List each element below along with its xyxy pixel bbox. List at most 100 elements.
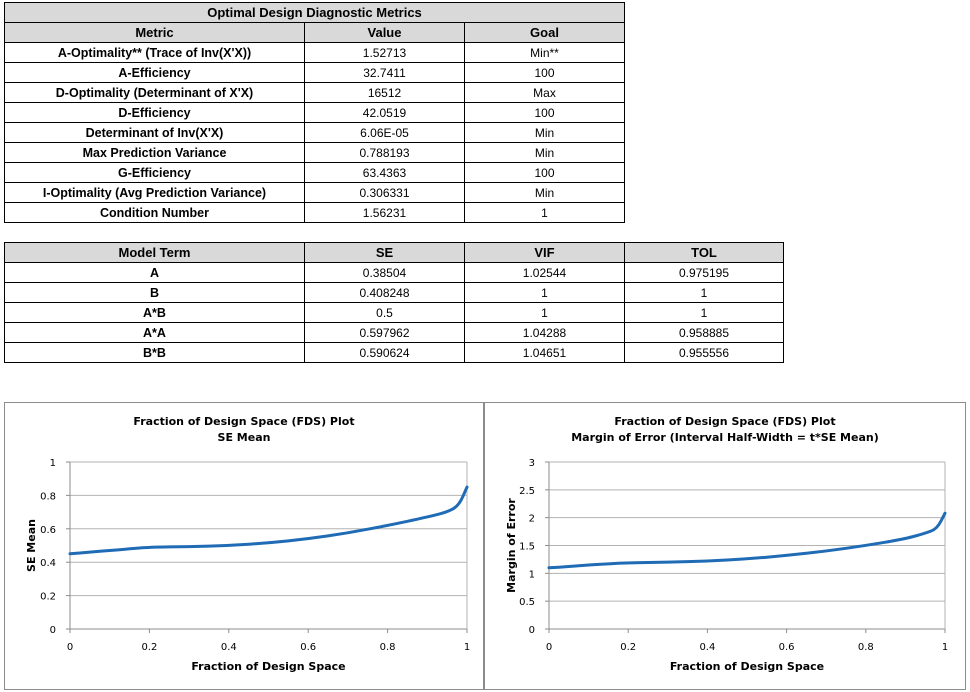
metrics-header-metric: Metric <box>4 22 305 43</box>
metric-goal-cell: 100 <box>463 162 626 183</box>
terms-row: A 0.38504 1.02544 0.975195 <box>4 262 784 283</box>
vif-cell: 1.04288 <box>464 322 625 343</box>
metrics-header-row: Metric Value Goal <box>4 22 626 43</box>
chart-subtitle: SE Mean <box>218 431 271 444</box>
vif-cell: 1.02544 <box>464 262 625 283</box>
y-tick-label: 0.2 <box>40 592 56 603</box>
x-tick-label: 0 <box>67 642 73 653</box>
x-axis-label: Fraction of Design Space <box>191 660 345 673</box>
y-axis-label: Margin of Error <box>505 498 518 593</box>
metric-goal-cell: 1 <box>463 202 626 223</box>
metric-value-cell: 1.56231 <box>304 202 465 223</box>
x-tick-label: 0.6 <box>300 642 316 653</box>
metric-name-cell: I-Optimality (Avg Prediction Variance) <box>4 182 305 203</box>
metric-value-cell: 32.7411 <box>304 62 465 83</box>
fds-se-mean-chart: Fraction of Design Space (FDS) Plot SE Me… <box>4 402 484 690</box>
metrics-row: I-Optimality (Avg Prediction Variance) 0.… <box>4 182 626 203</box>
x-tick-label: 0.8 <box>858 642 874 653</box>
metrics-header-goal: Goal <box>463 22 626 43</box>
chart-title: Fraction of Design Space (FDS) Plot <box>133 415 354 428</box>
metric-value-cell: 0.788193 <box>304 142 465 163</box>
y-tick-label: 0.6 <box>40 525 56 536</box>
y-tick-label: 2 <box>529 514 535 525</box>
y-tick-label: 2.5 <box>519 486 535 497</box>
series-line <box>68 485 469 556</box>
metric-name-cell: D-Efficiency <box>4 102 305 123</box>
metrics-table-title: Optimal Design Diagnostic Metrics <box>3 2 626 23</box>
metric-value-cell: 6.06E-05 <box>304 122 465 143</box>
y-tick-label: 0.5 <box>519 597 535 608</box>
metric-goal-cell: 100 <box>463 102 626 123</box>
fds-se-mean-plot: Fraction of Design Space (FDS) Plot SE Me… <box>25 415 470 673</box>
metric-goal-cell: Min <box>463 122 626 143</box>
se-cell: 0.597962 <box>304 322 465 343</box>
metrics-row: Determinant of Inv(X'X) 6.06E-05 Min <box>4 122 626 143</box>
metric-name-cell: Determinant of Inv(X'X) <box>4 122 305 143</box>
terms-row: B*B 0.590624 1.04651 0.955556 <box>4 342 784 363</box>
x-tick-label: 0.6 <box>779 642 795 653</box>
metrics-row: D-Optimality (Determinant of X'X) 16512 Ma… <box>4 82 626 103</box>
model-term-cell: A*A <box>4 322 305 343</box>
metric-name-cell: Condition Number <box>4 202 305 223</box>
se-cell: 0.38504 <box>304 262 465 283</box>
x-tick-label: 0.4 <box>699 642 715 653</box>
y-tick-label: 0 <box>50 625 56 636</box>
metric-goal-cell: Min <box>463 182 626 203</box>
x-tick-label: 0.2 <box>620 642 636 653</box>
y-tick-label: 1 <box>50 458 56 469</box>
terms-header-tol: TOL <box>624 242 784 263</box>
fds-margin-of-error-plot: Fraction of Design Space (FDS) Plot Margi… <box>505 415 948 673</box>
metric-value-cell: 63.4363 <box>304 162 465 183</box>
model-term-cell: A*B <box>4 302 305 323</box>
tol-cell: 1 <box>624 302 784 323</box>
x-tick-label: 0 <box>546 642 552 653</box>
se-cell: 0.590624 <box>304 342 465 363</box>
metric-value-cell: 42.0519 <box>304 102 465 123</box>
y-tick-label: 1.5 <box>519 542 535 553</box>
metric-goal-cell: Min <box>463 142 626 163</box>
x-tick-label: 0.2 <box>141 642 157 653</box>
chart-title: Fraction of Design Space (FDS) Plot <box>614 415 835 428</box>
tol-cell: 0.958885 <box>624 322 784 343</box>
terms-row: A*A 0.597962 1.04288 0.958885 <box>4 322 784 343</box>
metric-goal-cell: 100 <box>463 62 626 83</box>
terms-header-vif: VIF <box>464 242 625 263</box>
metrics-row: G-Efficiency 63.4363 100 <box>4 162 626 183</box>
vif-cell: 1 <box>464 282 625 303</box>
tol-cell: 0.975195 <box>624 262 784 283</box>
tol-cell: 1 <box>624 282 784 303</box>
model-terms-table: Model Term SE VIF TOL A 0.38504 1.02544 0.9… <box>4 242 784 363</box>
model-term-cell: B <box>4 282 305 303</box>
metric-value-cell: 0.306331 <box>304 182 465 203</box>
metrics-row: Condition Number 1.56231 1 <box>4 202 626 223</box>
x-tick-label: 0.4 <box>221 642 237 653</box>
metrics-row: Max Prediction Variance 0.788193 Min <box>4 142 626 163</box>
terms-header-model-term: Model Term <box>4 242 305 263</box>
metric-value-cell: 16512 <box>304 82 465 103</box>
metrics-table: Optimal Design Diagnostic Metrics Metric… <box>3 2 626 223</box>
fds-margin-of-error-chart: Fraction of Design Space (FDS) Plot Margi… <box>484 402 966 690</box>
metric-name-cell: A-Efficiency <box>4 62 305 83</box>
y-tick-label: 3 <box>529 458 535 469</box>
x-tick-label: 1 <box>942 642 948 653</box>
y-tick-label: 0.8 <box>40 491 56 502</box>
y-tick-label: 0 <box>529 625 535 636</box>
tol-cell: 0.955556 <box>624 342 784 363</box>
x-tick-label: 1 <box>464 642 470 653</box>
y-axis-label: SE Mean <box>25 519 38 572</box>
vif-cell: 1.04651 <box>464 342 625 363</box>
metric-goal-cell: Min** <box>463 42 626 63</box>
series-line <box>547 511 947 570</box>
y-tick-label: 1 <box>529 569 535 580</box>
terms-row: A*B 0.5 1 1 <box>4 302 784 323</box>
metrics-row: A-Optimality** (Trace of Inv(X'X)) 1.5271… <box>4 42 626 63</box>
metric-name-cell: G-Efficiency <box>4 162 305 183</box>
metrics-row: D-Efficiency 42.0519 100 <box>4 102 626 123</box>
metric-name-cell: A-Optimality** (Trace of Inv(X'X)) <box>4 42 305 63</box>
se-cell: 0.408248 <box>304 282 465 303</box>
x-axis-label: Fraction of Design Space <box>670 660 824 673</box>
metric-value-cell: 1.52713 <box>304 42 465 63</box>
x-tick-label: 0.8 <box>380 642 396 653</box>
se-cell: 0.5 <box>304 302 465 323</box>
terms-header-se: SE <box>304 242 465 263</box>
